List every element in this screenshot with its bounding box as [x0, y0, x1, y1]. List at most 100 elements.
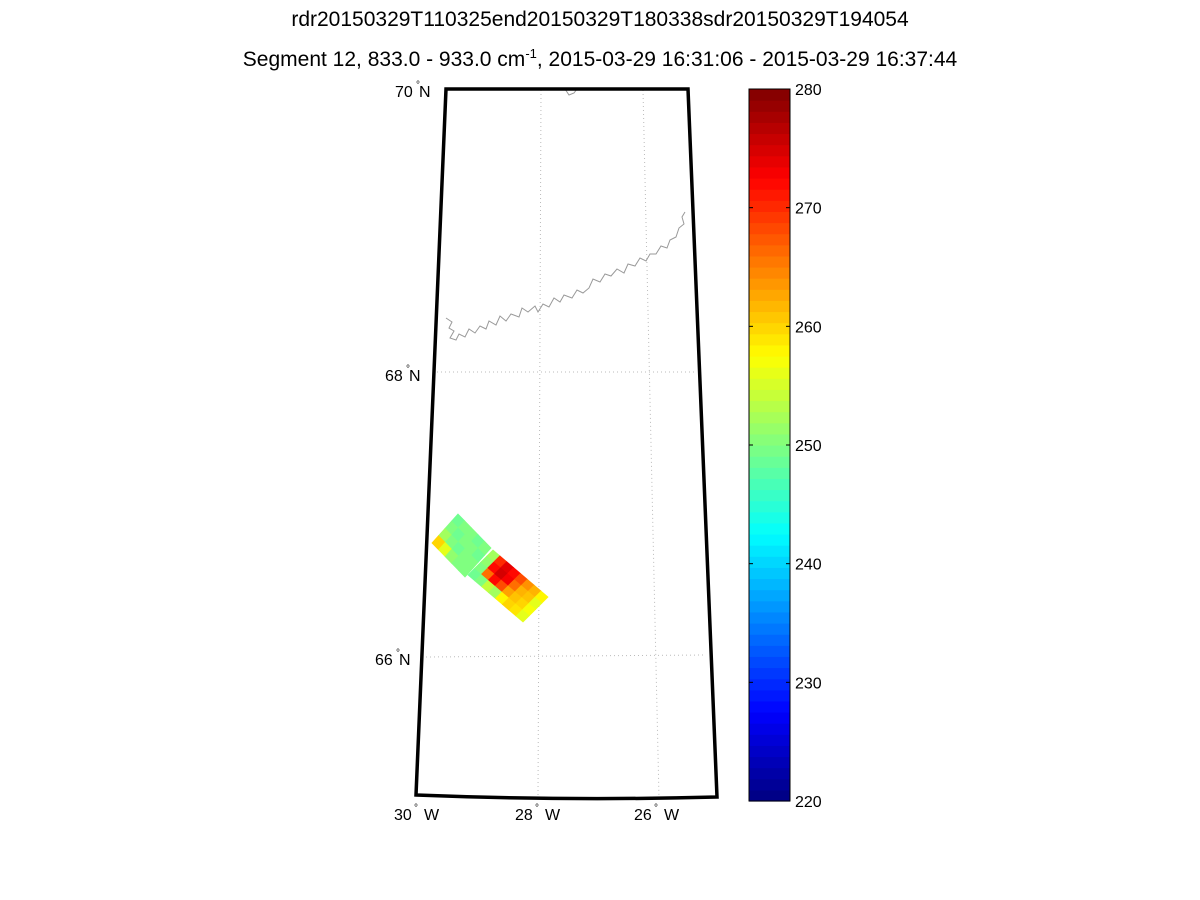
- colorbar-tick-label: 220: [795, 794, 822, 811]
- colorbar-swatch: [749, 545, 790, 557]
- degree-symbol: °: [416, 80, 420, 91]
- colorbar-swatch: [749, 756, 790, 769]
- colorbar-swatch: [749, 422, 790, 435]
- lon-tick-label: 30: [394, 807, 412, 824]
- colorbar-swatch: [749, 689, 790, 702]
- colorbar-swatch: [749, 333, 790, 346]
- colorbar-swatch: [749, 155, 790, 168]
- colorbar-swatch: [749, 178, 790, 190]
- lat-labels: 70 ° N68 ° N66 ° N: [375, 80, 431, 669]
- colorbar-tick-label: 270: [795, 201, 822, 218]
- colorbar-swatch: [749, 700, 790, 713]
- colorbar-swatch: [749, 623, 790, 635]
- patch-cell: [457, 562, 473, 578]
- colorbar-swatch: [749, 289, 790, 301]
- colorbar-swatch: [749, 456, 790, 468]
- gridline-lon-28: [537, 89, 542, 799]
- colorbar-swatch: [749, 244, 790, 257]
- colorbar-tick-label: 250: [795, 438, 822, 455]
- coastline: [445, 88, 686, 341]
- lon-tick-label: 26: [634, 807, 652, 824]
- colorbar-swatch: [749, 255, 790, 268]
- colorbar-swatch: [749, 344, 790, 357]
- degree-symbol: °: [396, 648, 400, 659]
- chart-title-line2: Segment 12, 833.0 - 933.0 cm-1, 2015-03-…: [0, 46, 1200, 72]
- colorbar-swatch: [749, 522, 790, 535]
- colorbar-swatch: [749, 656, 790, 669]
- colorbar-tick-label: 230: [795, 675, 822, 692]
- colorbar-swatch: [749, 233, 790, 246]
- colorbar-swatch: [749, 534, 790, 546]
- colorbar-swatch: [749, 378, 790, 390]
- colorbar-swatch: [749, 400, 790, 413]
- colorbar: 220 230 240 250 260 270 280: [748, 82, 822, 811]
- colorbar-swatch: [749, 311, 790, 324]
- chart-title-line1: rdr20150329T110325end20150329T180338sdr2…: [291, 8, 909, 31]
- colorbar-swatch: [749, 322, 790, 335]
- lon-hemisphere-label: W: [424, 807, 440, 824]
- title-subtitle-pre: Segment 12, 833.0 - 933.0 cm: [242, 48, 526, 71]
- colorbar-swatch: [749, 789, 790, 802]
- colorbar-tick-label: 260: [795, 319, 822, 336]
- colorbar-swatch: [749, 745, 790, 758]
- colorbar-swatch: [749, 189, 790, 201]
- colorbar-swatch: [749, 267, 790, 279]
- lat-hemisphere-label: N: [419, 84, 431, 101]
- colorbar-swatch: [749, 122, 790, 135]
- granule-1: [431, 513, 492, 578]
- colorbar-swatch: [749, 111, 790, 123]
- colorbar-swatch: [749, 678, 790, 691]
- lat-tick-label: 68: [385, 368, 403, 385]
- granule-2: [467, 549, 549, 623]
- colorbar-swatch: [749, 734, 790, 746]
- gridline-lat-66: [425, 654, 707, 658]
- colorbar-swatch: [749, 578, 790, 591]
- colorbar-swatch: [749, 634, 790, 646]
- colorbar-swatch: [749, 567, 790, 580]
- lat-hemisphere-label: N: [409, 368, 421, 385]
- lon-hemisphere-label: W: [545, 807, 561, 824]
- colorbar-swatch: [749, 133, 790, 146]
- colorbar-swatch: [749, 211, 790, 224]
- radiance-patches: [431, 513, 549, 623]
- colorbar-swatch: [749, 367, 790, 379]
- colorbar-swatch: [749, 589, 790, 602]
- lat-hemisphere-label: N: [399, 652, 411, 669]
- colorbar-swatch: [749, 433, 790, 446]
- patch-cell: [515, 609, 530, 623]
- degree-symbol: °: [535, 803, 539, 814]
- colorbar-swatch: [749, 478, 790, 491]
- graticule: [425, 89, 707, 799]
- colorbar-swatch: [749, 778, 790, 791]
- lon-hemisphere-label: W: [664, 807, 680, 824]
- colorbar-swatch: [749, 89, 790, 101]
- colorbar-swatch: [749, 166, 790, 179]
- colorbar-swatch: [749, 712, 790, 724]
- colorbar-swatch: [749, 389, 790, 402]
- lat-tick-label: 66: [375, 652, 393, 669]
- colorbar-tick-label: 240: [795, 557, 822, 574]
- colorbar-swatch: [749, 445, 790, 457]
- colorbar-swatch: [749, 300, 790, 313]
- colorbar-swatch: [749, 556, 790, 568]
- colorbar-swatch: [749, 100, 790, 112]
- degree-symbol: °: [406, 364, 410, 375]
- degree-symbol: °: [654, 803, 658, 814]
- map-frame: [414, 87, 719, 801]
- colorbar-swatch: [749, 611, 790, 624]
- colorbar-swatch: [749, 200, 790, 212]
- degree-symbol: °: [414, 803, 418, 814]
- colorbar-swatch: [749, 222, 790, 235]
- colorbar-swatch: [749, 489, 790, 502]
- title-subtitle-sup: -1: [525, 46, 537, 61]
- gridline-lon-26: [642, 89, 660, 799]
- colorbar-swatch: [749, 356, 790, 368]
- colorbar-swatch: [749, 144, 790, 157]
- title-subtitle-post: , 2015-03-29 16:31:06 - 2015-03-29 16:37…: [536, 48, 958, 71]
- lon-tick-label: 28: [515, 807, 533, 824]
- colorbar-swatch: [749, 767, 790, 780]
- colorbar-swatch: [749, 600, 790, 613]
- colorbar-swatch: [749, 511, 790, 524]
- lon-labels: 30 ° W 28 ° W 26 ° W: [394, 803, 680, 824]
